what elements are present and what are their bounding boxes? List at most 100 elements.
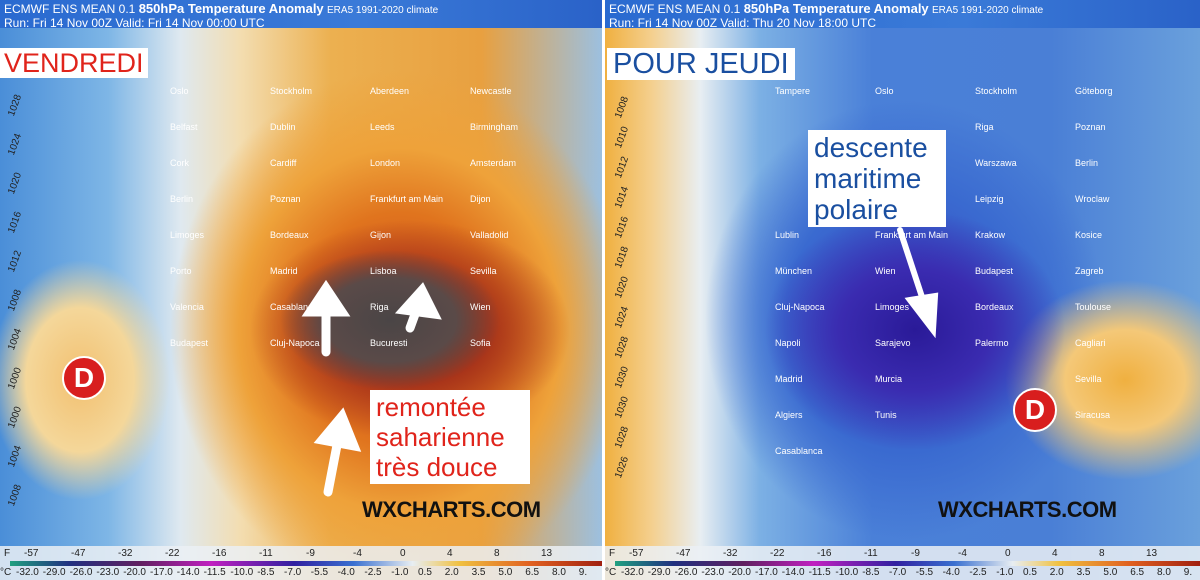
city-label: Riga	[370, 302, 389, 312]
watermark: WXCHARTS.COM	[938, 497, 1117, 522]
f-tick-label: -57	[24, 548, 39, 559]
c-tick-label: 5.0	[498, 567, 513, 578]
city-label: Aberdeen	[370, 86, 410, 96]
annotation-line: remontée	[376, 392, 486, 422]
city-label: Oslo	[875, 86, 894, 96]
unit-c: °C	[605, 567, 617, 578]
c-tick-label: 2.0	[444, 567, 459, 578]
annotation-line: descente	[814, 132, 928, 163]
city-label: Leipzig	[975, 194, 1004, 204]
c-tick-label: -23.0	[701, 567, 725, 578]
c-tick-label: -29.0	[42, 567, 66, 578]
city-label: Bucuresti	[370, 338, 408, 348]
city-label: Limoges	[875, 302, 910, 312]
city-label: Casablanca	[775, 446, 823, 456]
f-tick-label: -16	[212, 548, 227, 559]
city-label: Tampere	[775, 86, 811, 96]
city-label: Sofia	[470, 338, 491, 348]
unit-f: F	[609, 548, 616, 559]
city-label: Amsterdam	[470, 158, 517, 168]
city-label: Valencia	[170, 302, 204, 312]
annotation-line: maritime	[814, 163, 922, 194]
arrow-head-icon	[904, 292, 939, 339]
arrow-head-icon	[394, 282, 442, 320]
variable-title: 850hPa Temperature Anomaly	[138, 1, 324, 16]
c-tick-label: -7.0	[889, 567, 907, 578]
f-tick-label: -16	[817, 548, 832, 559]
city-label: Dublin	[270, 122, 296, 132]
c-tick-label: -20.0	[123, 567, 146, 578]
city-label: Newcastle	[470, 86, 512, 96]
annotation-line: polaire	[814, 194, 899, 225]
arrows-overlay	[897, 227, 939, 339]
annotation-cold: descente maritime polaire	[808, 130, 946, 227]
c-tick-label: 9.	[578, 567, 588, 578]
city-label: Leeds	[370, 122, 395, 132]
climate-reference: ERA5 1991-2020 climate	[932, 5, 1044, 16]
c-tick-label: -32.0	[621, 567, 644, 578]
city-label: Lisboa	[370, 266, 397, 276]
f-tick-label: -9	[306, 548, 315, 559]
city-label: Toulouse	[1075, 302, 1112, 312]
city-label: Stockholm	[270, 86, 313, 96]
city-label: Cardiff	[270, 158, 297, 168]
annotation-line: saharienne	[376, 422, 505, 452]
colorbar: F -57 -47 -32 -22 -16 -11 -9 -4 0 4 8 13 °C -32.0 -29.0…	[0, 546, 602, 580]
left-map-panel: ECMWF ENS MEAN 0.1 850hPa Temperature An…	[0, 0, 602, 580]
arrow-head-icon	[313, 407, 362, 452]
city-label: Zagreb	[1075, 266, 1104, 276]
city-label: Napoli	[775, 338, 801, 348]
c-tick-label: -29.0	[647, 567, 671, 578]
c-tick-label: -8.5	[257, 567, 275, 578]
c-tick-label: -2.5	[969, 567, 987, 578]
c-tick-label: 0.5	[1023, 567, 1037, 578]
variable-title: 850hPa Temperature Anomaly	[743, 1, 929, 16]
day-label: POUR JEUDI	[607, 48, 795, 80]
run-valid-time: Run: Fri 14 Nov 00Z Valid: Thu 20 Nov 18…	[609, 16, 877, 30]
city-label: Cork	[170, 158, 190, 168]
city-label: Göteborg	[1075, 86, 1113, 96]
model-title: ECMWF ENS MEAN 0.1	[4, 2, 136, 16]
c-tick-label: -20.0	[728, 567, 751, 578]
f-tick-label: -32	[118, 548, 133, 559]
city-label: Stockholm	[975, 86, 1018, 96]
f-tick-label: -47	[676, 548, 691, 559]
f-tick-label: -32	[723, 548, 738, 559]
city-label: Palermo	[975, 338, 1009, 348]
city-label: Oslo	[170, 86, 189, 96]
c-tick-label: -2.5	[364, 567, 382, 578]
c-tick-label: -10.0	[230, 567, 254, 578]
city-label: Belfast	[170, 122, 198, 132]
city-label: Wroclaw	[1075, 194, 1110, 204]
f-tick-label: -11	[259, 548, 273, 559]
c-tick-label: -5.5	[915, 567, 934, 578]
model-title: ECMWF ENS MEAN 0.1	[609, 2, 741, 16]
right-map-panel: ECMWF ENS MEAN 0.1 850hPa Temperature An…	[605, 0, 1200, 580]
city-label: Siracusa	[1075, 410, 1111, 420]
c-tick-label: 3.5	[1076, 567, 1091, 578]
city-label: Riga	[975, 122, 994, 132]
arrow-head-icon	[301, 279, 351, 317]
city-label: Kosice	[1075, 230, 1103, 240]
city-label: Poznan	[270, 194, 301, 204]
city-label: Sarajevo	[875, 338, 911, 348]
city-label: München	[775, 266, 813, 276]
low-pressure-marker: D	[1013, 388, 1057, 432]
c-tick-label: 6.5	[1130, 567, 1145, 578]
city-label: Casablanca	[270, 302, 318, 312]
day-label: VENDREDI	[0, 48, 148, 78]
c-tick-label: -14.0	[781, 567, 805, 578]
city-label: Cluj-Napoca	[775, 302, 825, 312]
c-tick-label: 0.5	[418, 567, 432, 578]
c-tick-label: 3.5	[471, 567, 486, 578]
city-label: Limoges	[170, 230, 205, 240]
city-label: Dijon	[470, 194, 491, 204]
colorbar-gradient	[615, 561, 1200, 566]
f-tick-label: -9	[911, 548, 920, 559]
city-label: Frankfurt am Main	[370, 194, 444, 204]
city-label: Birmingham	[470, 122, 519, 132]
run-valid-time: Run: Fri 14 Nov 00Z Valid: Fri 14 Nov 00…	[4, 16, 265, 30]
f-tick-label: 4	[447, 548, 453, 559]
annotation-line: très douce	[376, 452, 498, 482]
city-label: Cluj-Napoca	[270, 338, 320, 348]
